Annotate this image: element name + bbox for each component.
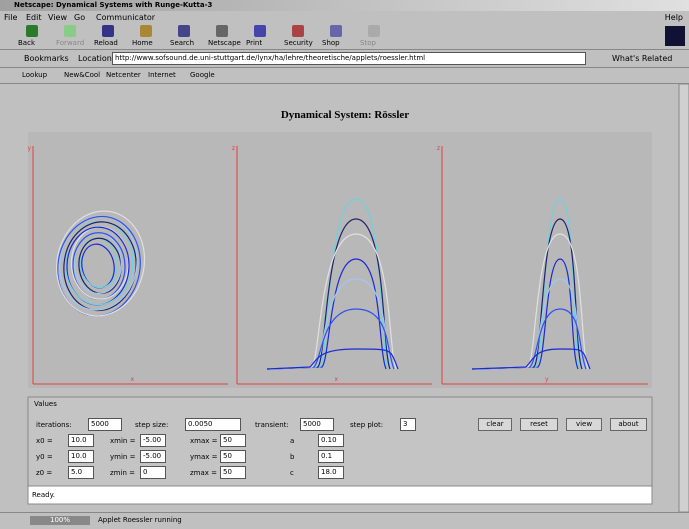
applet-status: Ready. xyxy=(32,491,55,499)
bookmarks[interactable]: Bookmarks xyxy=(24,54,69,63)
input-field[interactable]: 0.10 xyxy=(318,434,344,447)
toolbar-button[interactable]: Shop xyxy=(322,39,340,47)
zoom: 100% xyxy=(30,516,90,525)
personal-link[interactable]: Lookup xyxy=(22,71,47,79)
title-bar: Netscape: Dynamical Systems with Runge-K… xyxy=(0,0,689,11)
toolbar-button[interactable]: Security xyxy=(284,39,313,47)
field-label: a xyxy=(290,437,294,445)
toolbar-icon[interactable] xyxy=(64,25,76,37)
location-label: Location: xyxy=(78,54,115,63)
menu-item[interactable]: File xyxy=(4,13,17,22)
toolbar-button[interactable]: Back xyxy=(18,39,35,47)
whats-related[interactable]: What's Related xyxy=(612,54,672,63)
browser: Netscape: Dynamical Systems with Runge-K… xyxy=(0,0,689,528)
input-field[interactable]: 50 xyxy=(220,450,246,463)
menu-item[interactable]: Communicator xyxy=(96,13,155,22)
menu-help[interactable]: Help xyxy=(665,13,683,22)
toolbar-icon[interactable] xyxy=(26,25,38,37)
input-field[interactable]: 18.0 xyxy=(318,466,344,479)
field-label: iterations: xyxy=(36,421,72,429)
input-field[interactable]: 10.0 xyxy=(68,434,94,447)
button[interactable]: reset xyxy=(520,418,558,431)
field-label: z0 = xyxy=(36,469,52,477)
personal-link[interactable]: Internet xyxy=(148,71,176,79)
input-field[interactable]: -5.00 xyxy=(140,434,166,447)
field-label: y0 = xyxy=(36,453,53,461)
button[interactable]: view xyxy=(566,418,602,431)
toolbar-button[interactable]: Reload xyxy=(94,39,118,47)
axis-label: z xyxy=(437,145,440,152)
content: Dynamical System: Rössler x y x z y z xyxy=(0,84,689,512)
toolbar-icon[interactable] xyxy=(102,25,114,37)
toolbar-icon[interactable] xyxy=(216,25,228,37)
menu-bar: File Edit View Go Communicator Help xyxy=(0,11,689,23)
axis-label: y xyxy=(545,376,549,383)
menu-item[interactable]: View xyxy=(48,13,67,22)
menu-item[interactable]: Edit xyxy=(26,13,42,22)
menu-item[interactable]: Go xyxy=(74,13,85,22)
field-label: b xyxy=(290,453,294,461)
toolbar-button[interactable]: Home xyxy=(132,39,153,47)
input-field[interactable]: 0 xyxy=(140,466,166,479)
personal-link[interactable]: New&Cool xyxy=(64,71,100,79)
toolbar-button[interactable]: Forward xyxy=(56,39,84,47)
button[interactable]: clear xyxy=(478,418,512,431)
field-label: zmax = xyxy=(190,469,217,477)
personal-link[interactable]: Netcenter xyxy=(106,71,141,79)
page-heading: Dynamical System: Rössler xyxy=(281,109,409,121)
input-field[interactable]: 50 xyxy=(220,466,246,479)
input-field[interactable]: 5000 xyxy=(300,418,334,431)
field-label: step plot: xyxy=(350,421,383,429)
toolbar-icon[interactable] xyxy=(330,25,342,37)
page: { "window": {"title": "Netscape: Dynamic… xyxy=(0,0,689,528)
field-label: c xyxy=(290,469,294,477)
input-field[interactable]: 5.0 xyxy=(68,466,94,479)
toolbar-button[interactable]: Stop xyxy=(360,39,376,47)
toolbar: Back Forward Reload Home Search Netscape Print… xyxy=(0,23,689,50)
field-label: step size: xyxy=(135,421,168,429)
personal-link[interactable]: Google xyxy=(190,71,215,79)
axis-label: x xyxy=(131,376,135,383)
scrollbar[interactable] xyxy=(679,84,689,512)
toolbar-button[interactable]: Netscape xyxy=(208,39,241,47)
toolbar-icon[interactable] xyxy=(178,25,190,37)
input-field[interactable]: 5000 xyxy=(88,418,122,431)
window-title: Netscape: Dynamical Systems with Runge-K… xyxy=(14,1,212,9)
input-field[interactable]: 0.0050 xyxy=(185,418,241,431)
toolbar-icon[interactable] xyxy=(140,25,152,37)
input-field[interactable]: 50 xyxy=(220,434,246,447)
axis-label: z xyxy=(232,145,235,152)
axis-label: x xyxy=(335,376,339,383)
toolbar-icon[interactable] xyxy=(368,25,380,37)
input-field[interactable]: 3 xyxy=(400,418,416,431)
personal-toolbar: Lookup New&Cool Netcenter Internet Google xyxy=(0,68,689,84)
field-label: transient: xyxy=(255,421,289,429)
field-label: xmax = xyxy=(190,437,217,445)
toolbar-button[interactable]: Search xyxy=(170,39,194,47)
status-message: Applet Roessler running xyxy=(98,516,182,524)
toolbar-icon[interactable] xyxy=(292,25,304,37)
netscape-logo xyxy=(665,26,685,46)
field-label: ymin = xyxy=(110,453,135,461)
toolbar-icon[interactable] xyxy=(254,25,266,37)
input-field[interactable]: 10.0 xyxy=(68,450,94,463)
button[interactable]: about xyxy=(610,418,647,431)
toolbar-button[interactable]: Print xyxy=(246,39,262,47)
control-title: Values xyxy=(34,400,57,408)
axis-label: y xyxy=(27,145,31,152)
field-label: ymax = xyxy=(190,453,217,461)
field-label: zmin = xyxy=(110,469,135,477)
field-label: xmin = xyxy=(110,437,135,445)
status-bar: 100% Applet Roessler running xyxy=(0,512,689,529)
input-field[interactable]: -5.00 xyxy=(140,450,166,463)
field-label: x0 = xyxy=(36,437,53,445)
url-field[interactable]: http://www.sofsound.de.uni-stuttgart.de/… xyxy=(112,52,586,65)
applet-status-box xyxy=(28,486,652,504)
input-field[interactable]: 0.1 xyxy=(318,450,344,463)
location-bar: Bookmarks Location: http://www.sofsound.… xyxy=(0,50,689,68)
